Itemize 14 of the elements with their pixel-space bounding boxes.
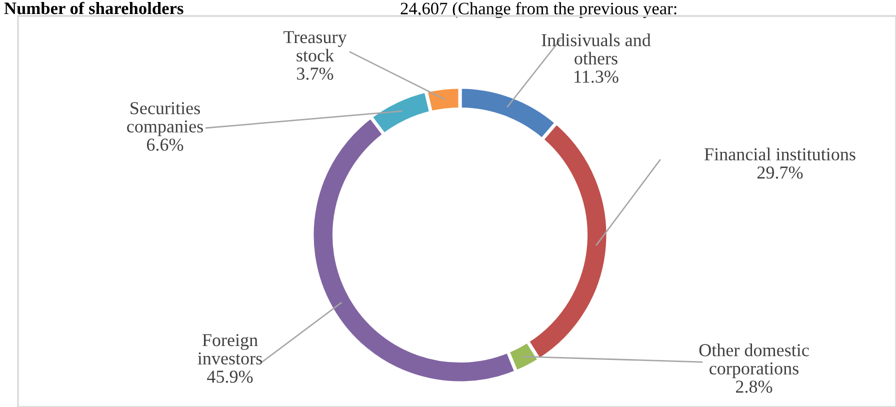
slice-label: Other domestic corporations [699,344,809,378]
data-label: 2.8% [736,380,772,393]
slice-label: Treasury stock [284,31,347,62]
slice-label: Foreign investors [198,334,262,365]
chart-title: Number of shareholders [4,2,184,14]
data-label: 6.6% [146,138,184,151]
data-label: 11.3% [574,70,618,83]
slice-label: Indisivuals and others [542,34,651,65]
slice-label: Securities companies [127,102,203,136]
slice-label: Financial institutions [704,148,856,160]
data-label: 3.7% [297,68,334,80]
data-label: 29.7% [757,166,803,179]
data-label: 45.9% [207,370,253,383]
text: 24,607 (Change from the previous year: [400,2,676,18]
